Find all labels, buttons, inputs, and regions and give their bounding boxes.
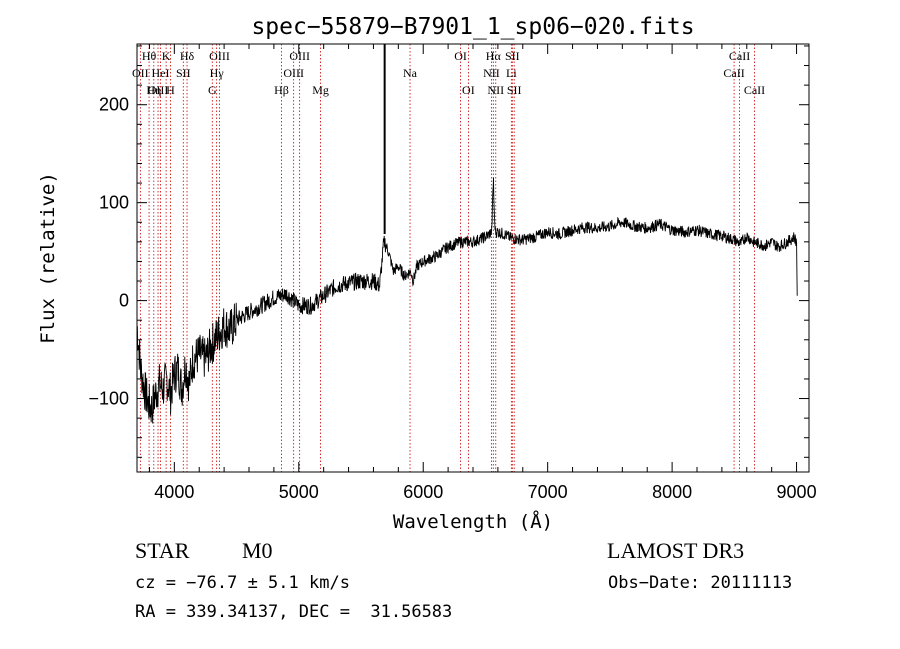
spectrum-series [136, 44, 798, 424]
object-class: STAR [135, 538, 190, 563]
line-label-26: CaII [723, 66, 744, 80]
line-label-12: OIII [289, 49, 310, 63]
x-axis-label: Wavelength (Å) [393, 510, 553, 533]
line-label-8: Hδ [180, 49, 195, 63]
x-tick-label-2: 6000 [403, 482, 443, 502]
plot-frame [136, 43, 810, 473]
line-label-0: Hθ [142, 49, 157, 63]
line-label-15: Mg [312, 83, 329, 97]
line-label-16: Na [403, 66, 418, 80]
observation-date: Obs−Date: 20111113 [608, 573, 793, 593]
line-label-21: NII [487, 83, 504, 97]
line-label-7: H [166, 83, 175, 97]
object-subclass: M0 [242, 538, 273, 563]
line-label-11: G [208, 83, 217, 97]
redshift-cz: cz = −76.7 ± 5.1 km/s [135, 573, 350, 593]
line-label-19: Hα [486, 49, 502, 63]
line-label-10: Hγ [210, 66, 225, 80]
x-tick-label-1: 5000 [279, 482, 319, 502]
y-tick-label-2: 100 [99, 193, 129, 213]
line-label-14: Hβ [274, 83, 289, 97]
line-label-20: NII [483, 66, 500, 80]
line-label-4: K [162, 49, 171, 63]
line-label-24: SII [507, 83, 522, 97]
line-label-6: SII [176, 66, 191, 80]
line-label-5: Hη [146, 83, 161, 97]
axis-ticks: 4000 5000 6000 7000 8000 9000 −100 0 100 200 [88, 44, 817, 502]
line-label-23: Li [506, 66, 517, 80]
y-tick-label-0: −100 [88, 389, 129, 409]
x-tick-label-5: 9000 [777, 482, 817, 502]
line-label-17: OI [454, 49, 467, 63]
line-label-2: OIII [148, 83, 169, 97]
survey-name: LAMOST DR3 [607, 538, 745, 563]
y-tick-label-3: 200 [99, 95, 129, 115]
line-label-22: SII [505, 49, 520, 63]
ra-dec-coordinates: RA = 339.34137, DEC = 31.56583 [135, 602, 453, 622]
line-label-27: CaII [744, 83, 765, 97]
x-tick-label-3: 7000 [528, 482, 568, 502]
line-label-1: OII [132, 66, 149, 80]
line-label-13: OIII [283, 66, 304, 80]
line-label-9: OIII [209, 49, 230, 63]
chart-title: spec−55879−B7901_1_sp06−020.fits [251, 14, 694, 40]
line-label-18: OI [462, 83, 475, 97]
line-label-25: CaII [729, 49, 750, 63]
spectrum-chart: 4000 5000 6000 7000 8000 9000 −100 0 100 200 Hθ OI… [37, 14, 817, 533]
spectrum-line [136, 177, 798, 424]
x-tick-label-4: 8000 [652, 482, 692, 502]
y-tick-label-1: 0 [119, 291, 129, 311]
y-axis-label: Flux (relative) [37, 172, 59, 344]
line-label-3: HeI [152, 66, 170, 80]
line-markers [139, 44, 755, 472]
x-tick-label-0: 4000 [154, 482, 194, 502]
